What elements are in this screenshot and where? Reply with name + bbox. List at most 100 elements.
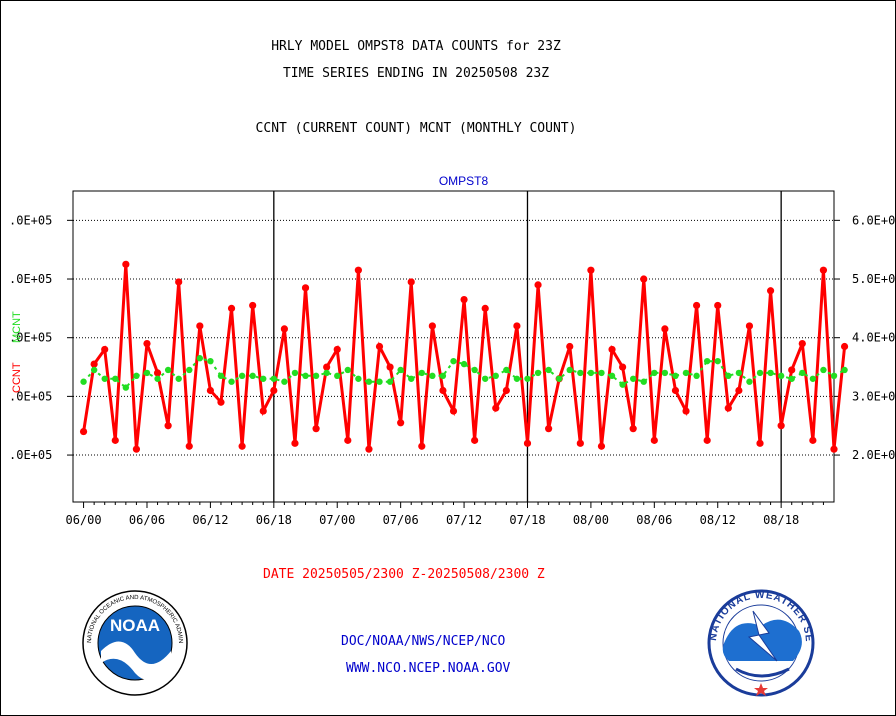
data-point-ccnt: [735, 386, 743, 395]
data-point-mcnt: [777, 372, 785, 380]
data-point-ccnt: [175, 278, 183, 286]
data-point-mcnt: [334, 372, 341, 380]
date-range-label: DATE 20250505/2300 Z-20250508/2300 Z: [263, 567, 545, 582]
data-point-ccnt: [164, 422, 172, 430]
data-point-mcnt: [112, 375, 119, 382]
data-point-mcnt: [746, 378, 753, 385]
x-tick-label: 08/18: [763, 513, 799, 527]
data-point-mcnt: [365, 378, 373, 385]
data-point-ccnt: [492, 404, 500, 412]
y-tick-label-left: .0E+05: [9, 448, 52, 462]
data-point-ccnt: [196, 322, 204, 330]
data-point-ccnt: [545, 425, 553, 433]
data-point-ccnt: [682, 407, 690, 415]
data-point-mcnt: [577, 369, 584, 377]
data-point-mcnt: [555, 375, 563, 382]
x-tick-label: 07/18: [509, 513, 545, 527]
data-point-ccnt: [428, 322, 436, 330]
footer-website[interactable]: WWW.NCO.NCEP.NOAA.GOV: [346, 661, 511, 676]
data-point-mcnt: [566, 366, 573, 374]
data-point-mcnt: [809, 375, 817, 382]
data-point-mcnt: [545, 366, 552, 374]
data-point-mcnt: [397, 366, 404, 374]
data-point-ccnt: [90, 360, 98, 368]
data-point-ccnt: [766, 287, 775, 295]
data-point-ccnt: [375, 342, 384, 351]
data-point-ccnt: [714, 301, 722, 310]
data-point-ccnt: [227, 304, 236, 312]
chart-title-line1: HRLY MODEL OMPST8 DATA COUNTS for 23Z: [271, 39, 561, 54]
data-point-mcnt: [471, 366, 478, 374]
data-point-mcnt: [682, 369, 690, 377]
y-axis-label-mcnt: MCNT: [11, 311, 23, 343]
data-point-ccnt: [597, 442, 606, 450]
data-point-mcnt: [503, 366, 510, 374]
data-point-mcnt: [238, 372, 246, 380]
data-point-mcnt: [703, 357, 711, 365]
data-point-mcnt: [291, 369, 299, 377]
data-point-ccnt: [809, 436, 817, 444]
x-tick-label: 08/12: [700, 513, 736, 527]
data-point-mcnt: [629, 375, 637, 382]
data-point-ccnt: [788, 366, 796, 374]
y-tick-label-right: 6.0E+05: [852, 213, 895, 227]
data-point-mcnt: [693, 372, 700, 380]
data-point-ccnt: [79, 427, 88, 436]
data-point-ccnt: [291, 439, 299, 447]
data-point-ccnt: [481, 304, 489, 312]
data-point-mcnt: [492, 372, 499, 380]
data-point-mcnt: [524, 375, 531, 382]
data-point-mcnt: [640, 378, 647, 385]
data-point-mcnt: [608, 372, 616, 380]
data-point-ccnt: [640, 275, 648, 283]
data-point-mcnt: [820, 366, 827, 374]
data-point-mcnt: [101, 375, 108, 382]
y-tick-label-left: .0E+05: [9, 331, 52, 345]
data-point-ccnt: [312, 425, 320, 433]
y-tick-label-left: .0E+05: [9, 213, 52, 227]
chart-title-line2: TIME SERIES ENDING IN 20250508 23Z: [282, 66, 550, 81]
y-axis-label-ccnt: CCNT: [11, 362, 23, 393]
data-point-mcnt: [207, 357, 214, 365]
data-point-mcnt: [312, 372, 320, 380]
data-point-mcnt: [386, 378, 394, 385]
data-point-mcnt: [799, 369, 806, 377]
y-tick-label-right: 5.0E+05: [852, 272, 895, 286]
x-tick-label: 07/06: [383, 513, 419, 527]
data-point-ccnt: [513, 322, 521, 330]
data-point-mcnt: [186, 366, 193, 374]
data-point-ccnt: [111, 436, 119, 444]
data-point-ccnt: [270, 386, 278, 395]
data-point-mcnt: [355, 375, 362, 382]
data-point-mcnt: [122, 384, 130, 391]
data-point-mcnt: [249, 372, 256, 380]
data-point-ccnt: [523, 439, 532, 447]
data-point-ccnt: [671, 386, 680, 395]
data-point-mcnt: [767, 369, 774, 377]
data-point-ccnt: [819, 266, 828, 274]
data-point-ccnt: [756, 439, 764, 447]
data-point-ccnt: [122, 260, 130, 268]
data-point-ccnt: [703, 436, 711, 444]
x-tick-label: 08/00: [573, 513, 609, 527]
data-point-mcnt: [534, 369, 542, 377]
data-point-mcnt: [830, 372, 838, 380]
data-point-mcnt: [323, 369, 330, 377]
data-point-mcnt: [756, 369, 764, 377]
data-point-mcnt: [788, 375, 795, 382]
data-point-ccnt: [608, 345, 616, 354]
data-point-ccnt: [777, 422, 785, 430]
x-tick-label: 07/00: [319, 513, 355, 527]
data-point-ccnt: [333, 345, 341, 354]
data-point-mcnt: [841, 366, 848, 374]
data-point-ccnt: [745, 322, 754, 330]
data-point-mcnt: [450, 357, 457, 365]
data-point-mcnt: [133, 372, 140, 380]
data-point-ccnt: [238, 442, 246, 450]
data-point-ccnt: [397, 419, 405, 427]
data-point-ccnt: [354, 266, 362, 274]
data-point-mcnt: [460, 360, 468, 368]
data-point-ccnt: [386, 363, 394, 371]
